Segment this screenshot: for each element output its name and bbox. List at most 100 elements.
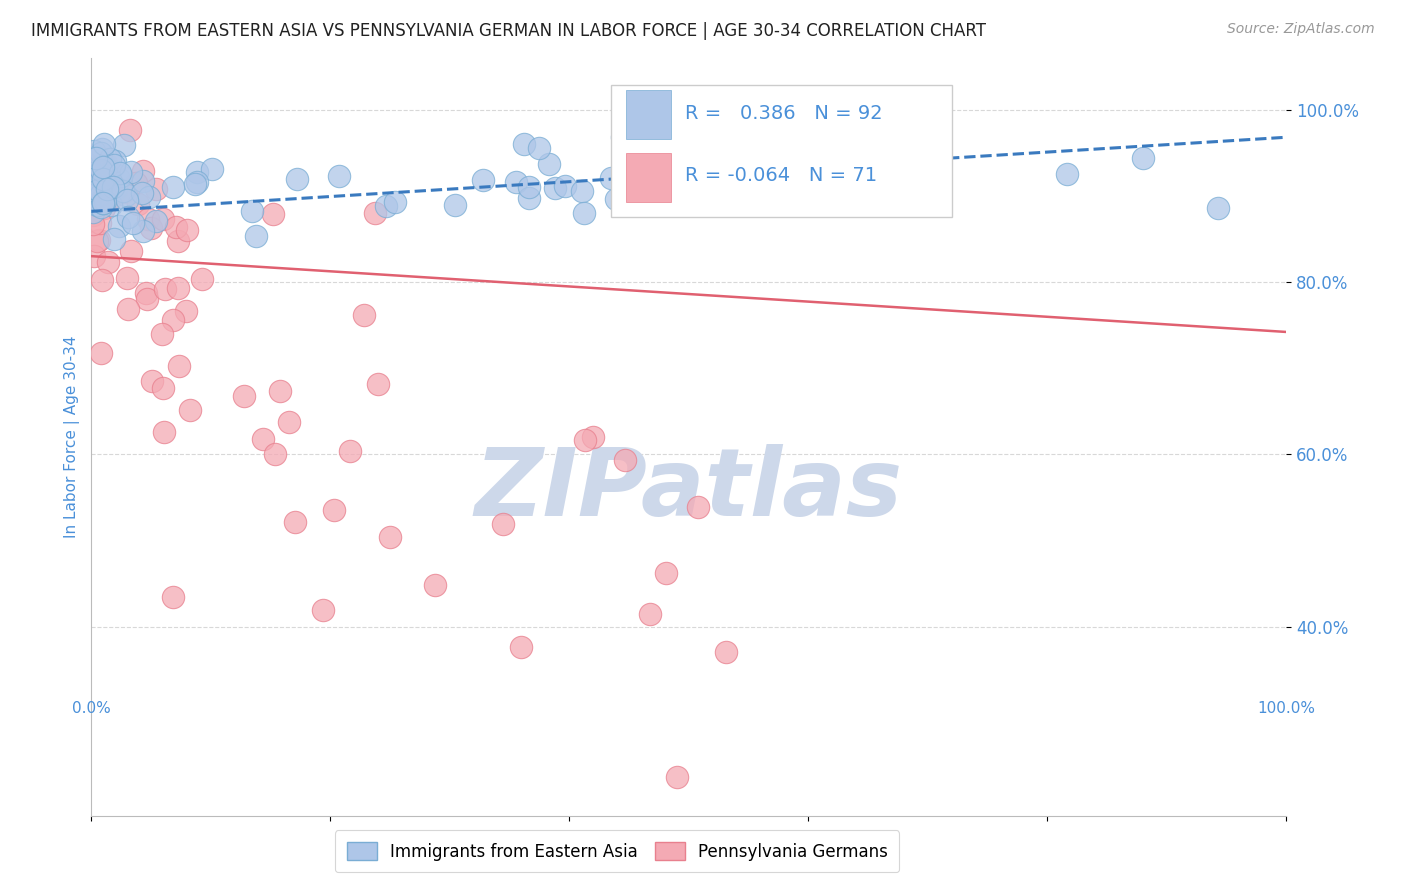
Point [90,146,112,161]
Point [136,211,159,226]
Point [103,232,125,246]
Point [120,244,142,258]
Point [605,192,627,206]
Point [152,211,174,226]
Point [87,194,110,209]
Point [262,207,284,221]
Point [84,171,107,186]
Point [201,161,224,176]
Point [384,195,406,210]
Point [162,591,184,605]
Point [245,229,267,244]
Point [152,425,174,439]
Point [145,214,167,228]
Point [353,308,375,322]
Point [328,169,350,184]
Point [735,153,758,167]
Point [269,384,291,398]
Point [423,578,446,592]
Point [89,233,111,247]
Point [191,272,214,286]
Point [86,161,108,175]
Point [89,346,111,360]
Point [93,136,115,151]
Point [93,195,115,210]
Point [655,566,678,580]
Point [179,403,201,417]
Point [312,603,335,617]
Point [544,181,567,195]
Point [86,235,108,249]
Point [103,158,125,172]
Point [638,607,661,622]
Point [93,195,115,210]
Point [112,185,135,199]
Point [375,199,398,213]
Point [82,169,104,184]
Point [97,254,120,268]
Point [131,186,153,200]
Point [101,189,124,203]
Point [367,377,389,392]
Point [132,224,155,238]
Point [378,530,401,544]
Point [285,172,308,186]
Point [98,153,121,167]
FancyBboxPatch shape [612,85,952,217]
Point [132,164,155,178]
Point [82,208,104,222]
Point [136,292,159,306]
Point [90,187,112,202]
FancyBboxPatch shape [626,153,671,202]
Point [125,176,148,190]
Point [96,167,118,181]
Point [87,150,110,164]
Point [107,219,129,233]
Text: R =   0.386   N = 92: R = 0.386 N = 92 [685,103,883,123]
Point [582,430,605,444]
Point [263,447,285,461]
Point [233,389,256,403]
Text: 100.0%: 100.0% [1257,701,1316,716]
Point [176,223,198,237]
Point [322,502,344,516]
Point [145,181,167,195]
Point [86,198,108,212]
Point [492,517,515,532]
Point [169,359,191,373]
Point [339,443,361,458]
Point [666,771,689,785]
Point [91,273,114,287]
Point [153,282,176,296]
Point [1208,201,1230,215]
Point [91,196,114,211]
Text: R = -0.064   N = 71: R = -0.064 N = 71 [685,166,877,185]
Point [138,189,160,203]
Point [111,184,134,198]
Point [121,217,143,231]
Point [90,142,112,156]
Point [572,206,595,220]
Point [612,130,634,145]
Point [89,161,111,175]
Point [83,145,105,159]
Point [86,180,108,194]
Point [633,187,655,202]
Point [115,193,138,207]
Point [472,172,495,186]
Point [100,198,122,212]
Point [96,158,118,172]
Point [135,285,157,300]
Point [714,645,737,659]
FancyBboxPatch shape [626,90,671,139]
Point [364,206,387,220]
Text: ZIPatlas: ZIPatlas [475,444,903,536]
Point [120,165,142,179]
Point [139,220,162,235]
Point [815,158,838,172]
Point [537,157,560,171]
Point [755,144,778,158]
Point [162,180,184,194]
Point [748,146,770,161]
Point [686,500,709,514]
